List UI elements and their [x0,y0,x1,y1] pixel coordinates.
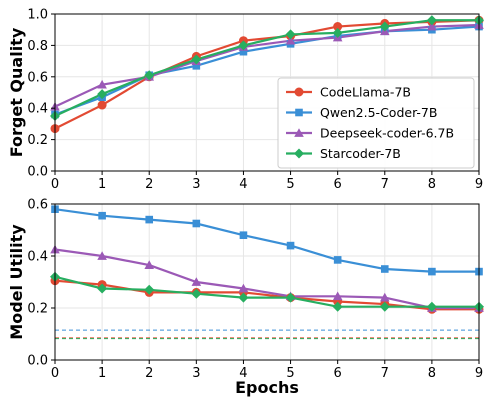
series-line [54,23,480,108]
data-point [239,231,248,239]
x-tick-label: 9 [475,177,483,192]
x-tick-label: 1 [98,177,106,192]
data-point [238,283,249,293]
series-line [54,275,479,308]
data-point [427,21,437,31]
x-tick-label: 0 [51,177,59,192]
x-tick-label: 2 [145,177,153,192]
x-tick-label: 5 [286,177,294,192]
x-tick-label: 0 [51,366,59,381]
x-tick-label: 1 [98,366,106,381]
data-point [191,277,202,286]
x-tick-label: 6 [334,366,342,381]
legend-box [277,77,475,169]
x-tick-label: 3 [192,366,200,381]
data-point [191,54,202,65]
y-axis-label: Model Utility [7,224,26,340]
legend-label: Starcoder-7B [320,146,401,161]
data-point [333,256,342,264]
data-point [426,15,437,26]
data-point [426,301,437,312]
data-point [285,292,296,303]
data-point [380,265,389,273]
legend-label: Deepseek-coder-6.7B [320,126,454,141]
data-point [97,100,107,110]
data-point [97,283,108,294]
series-line [54,208,479,273]
y-tick-label: 0.0 [27,354,48,369]
legend-label: CodeLlama-7B [320,85,411,100]
series-line [54,25,480,116]
data-point [144,284,155,295]
data-point [238,40,249,51]
y-tick-label: 0.6 [27,70,48,85]
data-point [144,260,155,269]
x-tick-label: 9 [475,366,483,381]
y-axis-label: Forget Quality [7,27,26,157]
data-point [192,62,201,70]
data-point [238,292,249,303]
data-point [379,21,390,32]
data-point [97,251,107,260]
data-point [191,288,202,299]
y-tick-label: 0.6 [27,198,48,213]
data-point [285,35,296,45]
data-point [332,27,343,38]
y-tick-label: 0.4 [27,250,48,265]
legend-marker [294,87,304,97]
data-point [428,267,436,276]
x-tick-label: 2 [145,366,153,381]
data-point [192,219,201,228]
y-tick-label: 0.2 [27,133,48,148]
x-tick-label: 7 [381,177,389,192]
y-tick-label: 1.0 [27,8,48,23]
y-tick-label: 0.0 [27,165,48,180]
y-tick-label: 0.2 [27,302,48,317]
data-point [239,47,248,56]
legend-marker [294,148,304,159]
x-tick-label: 8 [428,366,436,381]
legend-marker [294,128,304,137]
data-point [286,241,295,250]
data-point [97,79,107,89]
x-axis-label: Epochs [235,378,299,397]
data-point [379,301,390,312]
y-tick-label: 0.4 [27,102,48,117]
plot-frame [54,203,480,361]
data-point [98,211,106,220]
x-tick-label: 8 [428,177,436,192]
legend-label: Qwen2.5-Coder-7B [320,105,437,120]
legend-marker [295,108,303,117]
x-tick-label: 5 [286,366,294,381]
x-tick-label: 4 [239,177,247,192]
data-point [145,215,154,224]
data-point [332,291,343,301]
series-line [54,248,479,310]
x-tick-label: 7 [381,366,389,381]
plot-frame [54,13,480,172]
x-tick-label: 6 [334,177,342,192]
x-tick-label: 4 [239,366,247,381]
y-tick-label: 0.8 [27,39,48,54]
data-point [144,70,155,81]
data-point [97,89,108,100]
data-point [379,292,390,302]
x-tick-label: 3 [192,177,200,192]
series-line [54,19,479,118]
data-point [285,29,296,40]
data-point [332,301,343,312]
